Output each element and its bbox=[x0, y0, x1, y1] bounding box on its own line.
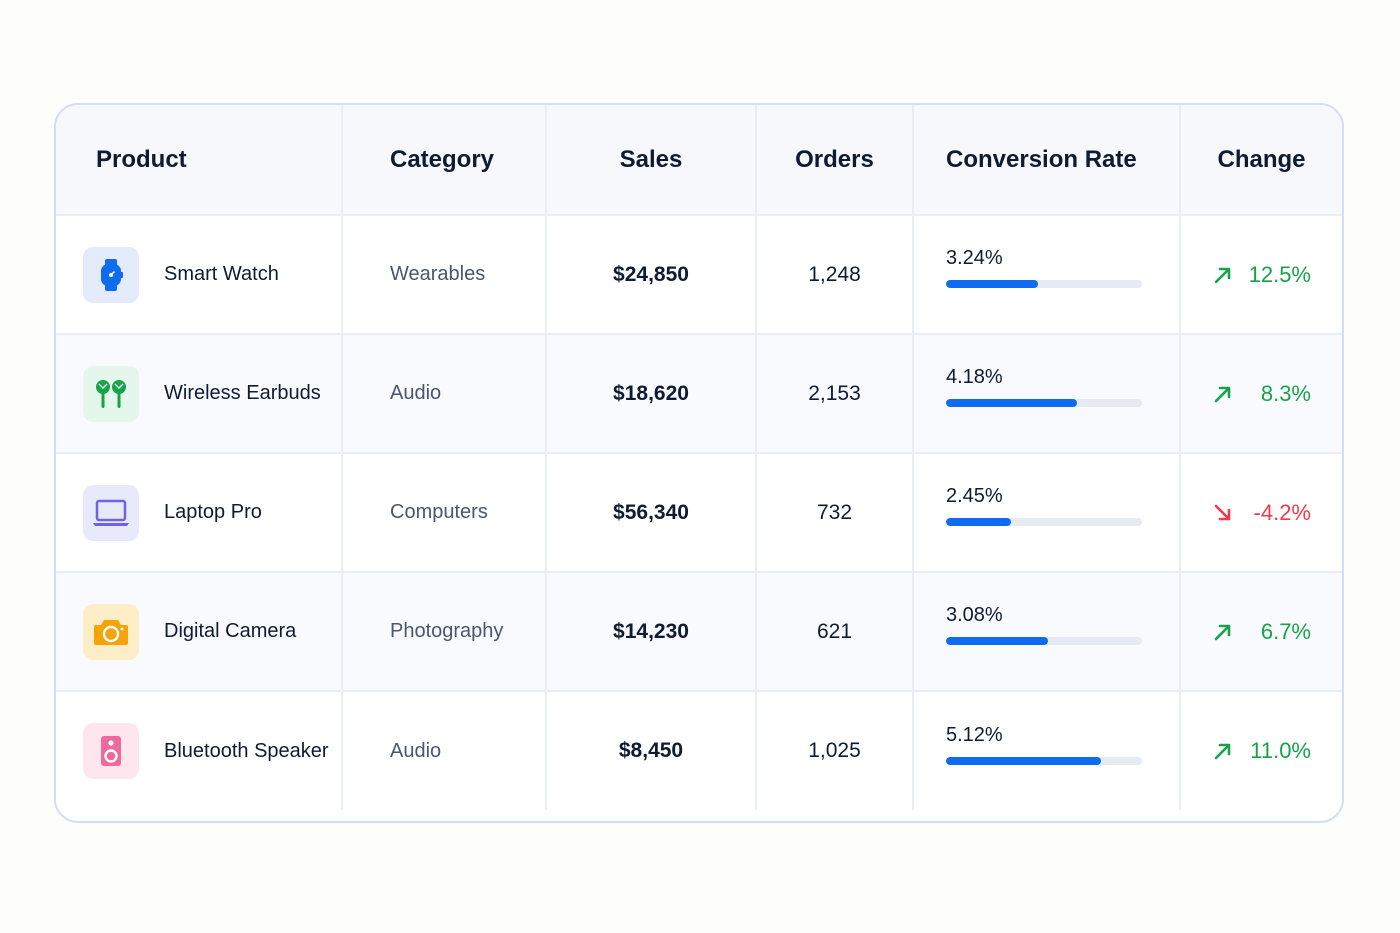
table-row-2[interactable]: Wireless Earbuds Audio $18,620 2,153 4.1… bbox=[56, 334, 1342, 454]
change-value: 11.0% bbox=[1250, 738, 1311, 763]
table-row-4[interactable]: Digital Camera Photography $14,230 621 3… bbox=[56, 572, 1342, 692]
sales-cell: $18,620 bbox=[546, 334, 757, 454]
conversion-bar-fill bbox=[946, 399, 1078, 407]
product-cell: Digital Camera bbox=[56, 572, 343, 692]
table-row-3[interactable]: Laptop Pro Computers $56,340 732 2.45% -… bbox=[56, 453, 1342, 573]
conversion-bar-track bbox=[946, 518, 1142, 526]
conversion-value: 2.45% bbox=[946, 485, 1003, 507]
product-icon-tile bbox=[83, 365, 139, 422]
product-name: Laptop Pro bbox=[164, 501, 262, 523]
orders-cell: 621 bbox=[756, 572, 914, 692]
conversion-bar-track bbox=[946, 280, 1142, 288]
conversion-value: 5.12% bbox=[946, 723, 1003, 746]
conversion-bar-track bbox=[946, 399, 1142, 407]
change-cell: 12.5% bbox=[1180, 215, 1342, 335]
product-icon-tile bbox=[83, 246, 139, 303]
trend-up-arrow-icon bbox=[1213, 741, 1233, 761]
header-orders[interactable]: Orders bbox=[756, 105, 914, 216]
conversion-value: 4.18% bbox=[946, 366, 1003, 388]
sales-cell: $8,450 bbox=[546, 691, 757, 810]
table-row-5[interactable]: Bluetooth Speaker Audio $8,450 1,025 5.1… bbox=[56, 691, 1342, 810]
speaker-icon bbox=[100, 735, 122, 767]
change-value: -4.2% bbox=[1253, 499, 1311, 525]
change-value: 12.5% bbox=[1248, 261, 1311, 287]
change-cell: -4.2% bbox=[1180, 453, 1342, 573]
table-header-row: Product Category Sales Orders Conversion… bbox=[56, 105, 1342, 216]
product-sales-table: Product Category Sales Orders Conversion… bbox=[56, 105, 1342, 810]
earbuds-icon bbox=[94, 378, 128, 410]
header-change[interactable]: Change bbox=[1180, 105, 1342, 216]
product-cell: Smart Watch bbox=[56, 215, 343, 335]
trend-up-arrow-icon bbox=[1213, 622, 1233, 642]
conversion-cell: 3.08% bbox=[913, 572, 1181, 692]
product-name: Smart Watch bbox=[164, 263, 279, 285]
category-cell: Audio bbox=[342, 691, 547, 810]
change-cell: 6.7% bbox=[1180, 572, 1342, 692]
conversion-bar-track bbox=[946, 756, 1142, 765]
trend-up-arrow-icon bbox=[1213, 384, 1233, 404]
header-conversion-rate[interactable]: Conversion Rate bbox=[913, 105, 1181, 216]
product-name: Bluetooth Speaker bbox=[164, 739, 329, 762]
conversion-bar-fill bbox=[946, 518, 1011, 526]
sales-cell: $24,850 bbox=[546, 215, 757, 335]
header-sales[interactable]: Sales bbox=[546, 105, 757, 216]
conversion-value: 3.08% bbox=[946, 604, 1003, 626]
conversion-bar-fill bbox=[946, 756, 1101, 765]
orders-cell: 1,025 bbox=[756, 691, 914, 810]
orders-cell: 1,248 bbox=[756, 215, 914, 335]
orders-cell: 732 bbox=[756, 453, 914, 573]
change-cell: 8.3% bbox=[1180, 334, 1342, 454]
conversion-value: 3.24% bbox=[946, 247, 1003, 269]
product-icon-tile bbox=[83, 723, 139, 779]
product-cell: Wireless Earbuds bbox=[56, 334, 343, 454]
product-cell: Laptop Pro bbox=[56, 453, 343, 573]
product-name: Wireless Earbuds bbox=[164, 382, 321, 404]
header-product[interactable]: Product bbox=[56, 105, 343, 216]
sales-cell: $14,230 bbox=[546, 572, 757, 692]
camera-icon bbox=[93, 617, 129, 647]
category-cell: Photography bbox=[342, 572, 547, 692]
conversion-cell: 3.24% bbox=[913, 215, 1181, 335]
category-cell: Wearables bbox=[342, 215, 547, 335]
trend-down-arrow-icon bbox=[1213, 503, 1233, 523]
change-value: 8.3% bbox=[1260, 380, 1311, 406]
change-cell: 11.0% bbox=[1180, 691, 1342, 810]
conversion-bar-track bbox=[946, 637, 1142, 645]
sales-table-card: Product Category Sales Orders Conversion… bbox=[54, 103, 1344, 823]
conversion-cell: 5.12% bbox=[913, 691, 1181, 810]
laptop-icon bbox=[92, 499, 130, 527]
sales-cell: $56,340 bbox=[546, 453, 757, 573]
product-icon-tile bbox=[83, 484, 139, 541]
header-category[interactable]: Category bbox=[342, 105, 547, 216]
product-cell: Bluetooth Speaker bbox=[56, 691, 343, 810]
table-row-1[interactable]: Smart Watch Wearables $24,850 1,248 3.24… bbox=[56, 215, 1342, 335]
category-cell: Computers bbox=[342, 453, 547, 573]
conversion-cell: 2.45% bbox=[913, 453, 1181, 573]
conversion-bar-fill bbox=[946, 280, 1039, 288]
change-value: 6.7% bbox=[1260, 618, 1311, 644]
product-name: Digital Camera bbox=[164, 620, 297, 642]
trend-up-arrow-icon bbox=[1213, 265, 1233, 285]
orders-cell: 2,153 bbox=[756, 334, 914, 454]
conversion-cell: 4.18% bbox=[913, 334, 1181, 454]
conversion-bar-fill bbox=[946, 637, 1048, 645]
product-icon-tile bbox=[83, 603, 139, 660]
smartwatch-icon bbox=[98, 258, 124, 292]
category-cell: Audio bbox=[342, 334, 547, 454]
